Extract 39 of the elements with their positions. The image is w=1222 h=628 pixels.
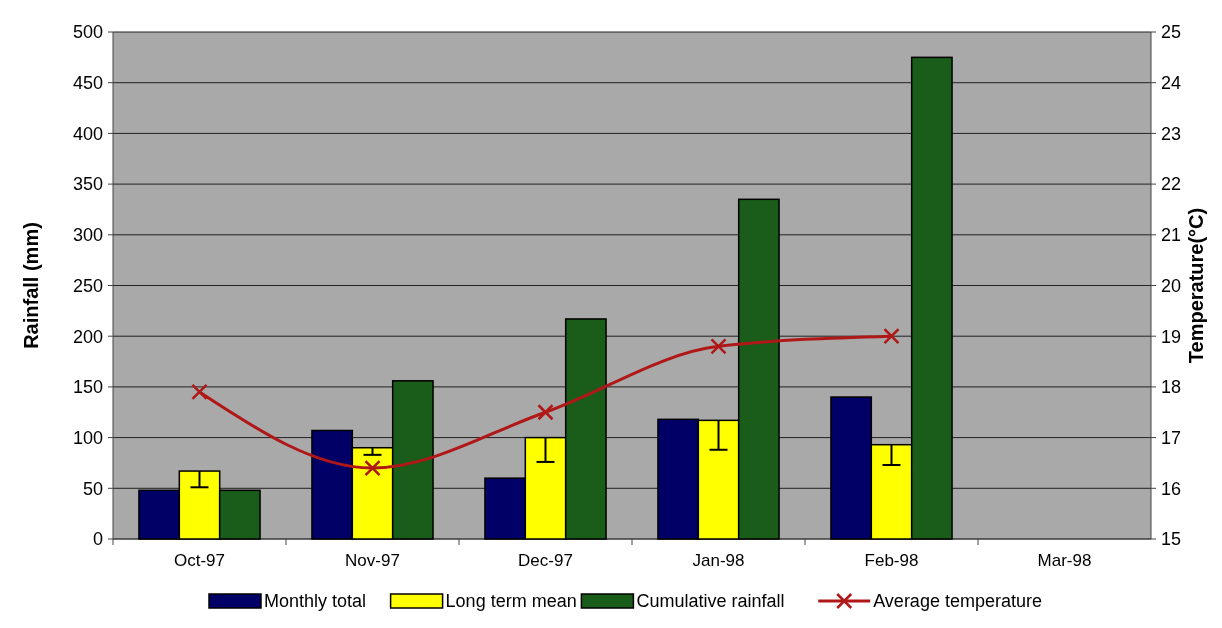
y-tick-label: 100 (72, 427, 103, 448)
y2-tick-label: 21 (1161, 225, 1182, 246)
y-tick-label: 500 (72, 22, 103, 43)
y2-tick-label: 16 (1161, 478, 1182, 499)
legend-label: Cumulative rainfall (636, 591, 785, 612)
legend-label: Monthly total (264, 591, 367, 612)
x-tick-label: Mar-98 (1037, 551, 1092, 570)
y-tick-label: 300 (72, 225, 103, 246)
y-axis-title: Rainfall (mm) (20, 222, 42, 349)
y2-tick-label: 22 (1161, 174, 1182, 195)
y-tick-label: 250 (72, 275, 103, 296)
point (191, 383, 208, 401)
x-tick-label: Jan-98 (692, 551, 745, 570)
y2-tick-label: 17 (1161, 427, 1182, 448)
point (364, 459, 381, 477)
y2-tick-label: 23 (1161, 123, 1182, 144)
y-tick-label: 400 (72, 123, 103, 144)
y-tick-label: 150 (72, 377, 103, 398)
y2-tick-label: 15 (1161, 529, 1182, 550)
y2-tick-label: 25 (1161, 22, 1182, 43)
x-tick-label: Nov-97 (345, 551, 400, 570)
x-tick-label: Oct-97 (173, 551, 226, 570)
y2-tick-label: 19 (1161, 326, 1182, 347)
x-tick-label: Feb-98 (864, 551, 919, 570)
point (710, 338, 727, 355)
legend-label: Long term mean (445, 591, 577, 612)
x-tick-label: Dec-97 (518, 551, 573, 570)
y2-axis-title: Temperature(°C) (1185, 207, 1207, 364)
point (883, 327, 900, 345)
y-tick-label: 450 (72, 73, 103, 93)
y-tick-label: 200 (72, 326, 103, 347)
y2-tick-label: 20 (1161, 275, 1182, 296)
point (537, 404, 554, 421)
y2-tick-label: 18 (1161, 377, 1182, 398)
y-tick-label: 350 (72, 174, 103, 195)
legend-label: Average temperature (873, 591, 1042, 612)
y-tick-label: 50 (82, 478, 103, 499)
y-tick-label: 0 (92, 529, 103, 550)
y2-tick-label: 24 (1161, 73, 1182, 93)
